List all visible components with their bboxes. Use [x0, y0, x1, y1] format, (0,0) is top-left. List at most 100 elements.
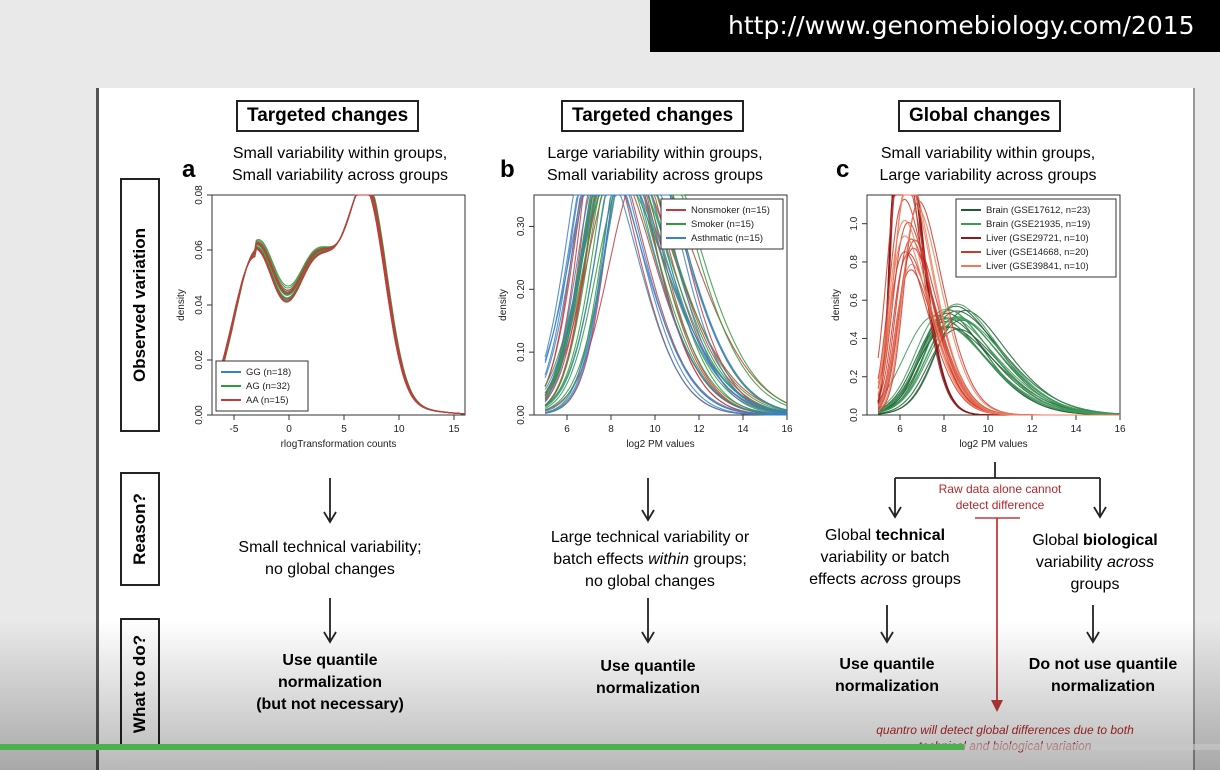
panel-c-reason-left: Global technical variability or batch ef… — [795, 525, 975, 591]
row-label-todo: What to do? — [120, 618, 160, 750]
series-line-2 — [544, 194, 788, 414]
series-line-1 — [544, 194, 788, 415]
legend-label: GG (n=18) — [246, 367, 291, 378]
panel-a-header: Targeted changes — [236, 100, 420, 132]
todo-line: Use quantile — [839, 656, 935, 673]
x-tick-label: 10 — [982, 424, 994, 435]
panel-b-subtitle-line: Large variability within groups, — [547, 145, 763, 162]
y-tick-label: 1.0 — [849, 216, 860, 230]
x-tick-label: -5 — [230, 424, 239, 435]
todo-line: normalization — [277, 674, 382, 691]
x-axis-label: log2 PM values — [959, 439, 1027, 450]
panel-a-subtitle-line: Small variability across groups — [231, 167, 449, 184]
y-tick-label: 0.4 — [849, 331, 860, 345]
legend-label: Liver (GSE14668, n=20) — [986, 247, 1089, 258]
x-tick-label: 10 — [393, 424, 405, 435]
todo-line: Use quantile — [282, 652, 378, 669]
legend-label: Brain (GSE17612, n=23) — [986, 205, 1090, 216]
reason-line: batch effects within groups; — [553, 551, 747, 568]
y-tick-label: 0.20 — [516, 279, 527, 299]
x-axis-label: rlogTransformation counts — [281, 439, 397, 450]
y-tick-label: 0.8 — [849, 255, 860, 269]
y-tick-label: 0.08 — [194, 185, 205, 205]
series-line-4 — [877, 219, 1120, 416]
panel-c-subtitle-line: Large variability across groups — [879, 167, 1097, 184]
red-note: Raw data alone cannot detect difference — [920, 481, 1080, 513]
x-tick-label: 14 — [737, 424, 749, 435]
reason-line: effects across groups — [809, 571, 961, 588]
y-tick-label: 0.6 — [849, 293, 860, 307]
panel-a-subtitle-line: Small variability within groups, — [232, 145, 448, 162]
legend-label: Liver (GSE29721, n=10) — [986, 233, 1089, 244]
todo-line: (but not necessary) — [256, 696, 404, 713]
x-tick-label: 12 — [1026, 424, 1038, 435]
series-line-2 — [544, 194, 787, 416]
panel-b-todo: Use quantile normalization — [548, 656, 748, 700]
x-tick-label: 8 — [941, 424, 947, 435]
series-line-2 — [544, 194, 787, 416]
reason-line: variability or batch — [820, 549, 950, 566]
panel-c-todo-left: Use quantile normalization — [797, 654, 977, 698]
x-tick-label: 0 — [286, 424, 292, 435]
series-line-2 — [217, 194, 466, 415]
panel-a-reason: Small technical variability; no global c… — [205, 537, 455, 581]
panel-a-letter: a — [182, 156, 196, 183]
series-line-1 — [877, 308, 1120, 416]
chart-b: 6 8 10 12 14 16 0.00 0.10 0.20 0.30 log2 PM values… — [498, 194, 793, 450]
url-text: http://www.genomebiology.com/2015 — [728, 11, 1195, 40]
x-tick-label: 10 — [649, 424, 661, 435]
legend-label: AA (n=15) — [246, 395, 289, 406]
reason-line: variability across — [1035, 554, 1155, 571]
reason-line: Large technical variability or — [550, 529, 750, 546]
curves — [217, 194, 466, 415]
legend-label: Brain (GSE21935, n=19) — [986, 219, 1090, 230]
video-progress-bar[interactable] — [0, 744, 1220, 750]
y-tick-label: 0.02 — [194, 350, 205, 370]
panel-a-subtitle: Small variability within groups, Small v… — [200, 143, 480, 187]
y-tick-label: 0.10 — [516, 342, 527, 362]
todo-line: normalization — [1050, 678, 1155, 695]
panel-c-letter: c — [836, 156, 850, 183]
legend-box — [955, 198, 1117, 278]
todo-line: Do not use quantile — [1028, 656, 1178, 673]
y-tick-label: 0.00 — [516, 405, 527, 425]
x-tick-label: 16 — [1114, 424, 1126, 435]
y-tick-label: 0.2 — [849, 369, 860, 383]
panel-c-todo-right: Do not use quantile normalization — [1013, 654, 1193, 698]
y-axis-label: density — [831, 289, 842, 321]
panel-b-header: Targeted changes — [561, 100, 745, 132]
panel-c-subtitle: Small variability within groups, Large v… — [848, 143, 1128, 187]
todo-line: Use quantile — [600, 658, 696, 675]
chart-c: 6 8 10 12 14 16 0.0 0.2 0.4 0.6 0.8 1.0 log2 PM valu… — [831, 194, 1126, 450]
series-line-1 — [877, 309, 1121, 416]
reason-line: Global biological — [1032, 532, 1158, 549]
panel-b-subtitle: Large variability within groups, Small v… — [515, 143, 795, 187]
panel-b-reason: Large technical variability or batch eff… — [520, 527, 780, 593]
panel-b-letter: b — [500, 156, 515, 183]
curves — [877, 194, 1121, 416]
reason-line: Global technical — [824, 527, 946, 544]
y-tick-label: 0.0 — [849, 408, 860, 422]
chart-a: -5 0 5 10 15 0.00 0.02 0.04 0.06 0.08 rlogTransfor… — [176, 185, 466, 450]
reason-line: no global changes — [585, 573, 715, 590]
reason-line: groups — [1070, 576, 1120, 593]
y-tick-label: 0.30 — [516, 216, 527, 236]
row-label-reason: Reason? — [120, 472, 160, 586]
video-progress-fill — [0, 744, 964, 750]
series-line-2 — [544, 194, 788, 414]
legend-label: AG (n=32) — [246, 381, 290, 392]
panel-b-subtitle-line: Small variability across groups — [546, 167, 764, 184]
red-note-line: detect difference — [955, 498, 1045, 512]
panel-c-reason-right: Global biological variability across gro… — [1020, 530, 1170, 596]
legend-label: Nonsmoker (n=15) — [691, 205, 770, 216]
series-line-1 — [877, 317, 1121, 415]
row-label-observed: Observed variation — [120, 178, 160, 432]
todo-line: normalization — [595, 680, 700, 697]
y-axis-label: density — [176, 289, 187, 321]
x-tick-label: 14 — [1070, 424, 1082, 435]
y-tick-label: 0.04 — [194, 295, 205, 315]
reason-line: Small technical variability; — [238, 539, 422, 556]
x-tick-label: 6 — [564, 424, 570, 435]
url-overlay: http://www.genomebiology.com/2015 — [650, 0, 1220, 52]
